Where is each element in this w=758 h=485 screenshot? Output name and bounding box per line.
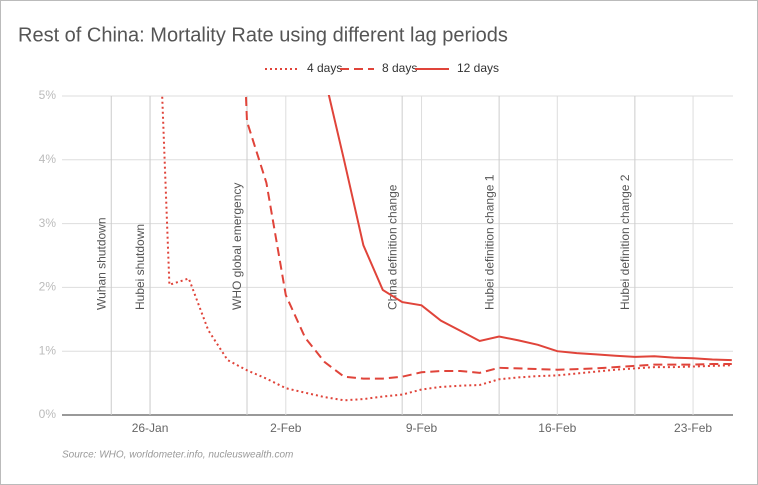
- y-tick-label: 0%: [39, 407, 57, 421]
- y-tick-label: 5%: [39, 88, 57, 102]
- series-line: [244, 95, 732, 380]
- x-tick-label: 2-Feb: [270, 421, 302, 435]
- x-tick-label: 26-Jan: [132, 421, 169, 435]
- y-tick-label: 2%: [39, 280, 57, 294]
- chart-title: Rest of China: Mortality Rate using diff…: [18, 24, 508, 46]
- series-line: [327, 95, 732, 362]
- x-tick-label: 23-Feb: [674, 421, 712, 435]
- plot-lines: [161, 95, 732, 402]
- annotation: Hubei definition change 2: [618, 174, 632, 310]
- annotation: Hubei shutdown: [133, 224, 147, 310]
- y-tick-label: 4%: [39, 152, 57, 166]
- series-line: [161, 95, 732, 402]
- legend-label: 12 days: [457, 61, 499, 75]
- annotation: Wuhan shutdown: [94, 217, 108, 310]
- annotation: Hubei definition change 1: [482, 174, 496, 310]
- x-tick-label: 16-Feb: [538, 421, 576, 435]
- annotation: WHO global emergency: [230, 183, 244, 310]
- x-tick-label: 9-Feb: [406, 421, 438, 435]
- annotation: China definition change: [385, 184, 399, 310]
- legend-label: 8 days: [382, 61, 417, 75]
- y-tick-label: 3%: [39, 216, 57, 230]
- legend-label: 4 days: [307, 61, 342, 75]
- source-note: Source: WHO, worldometer.info, nucleuswe…: [62, 450, 293, 461]
- y-tick-label: 1%: [39, 343, 57, 357]
